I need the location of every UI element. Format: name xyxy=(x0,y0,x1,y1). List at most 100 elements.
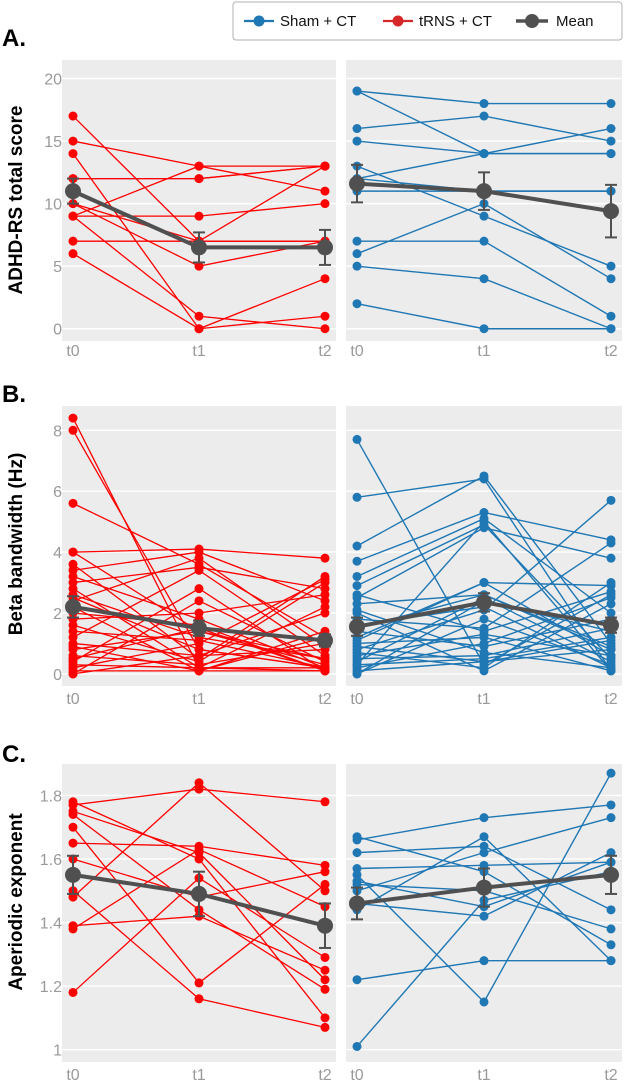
x-tick-label: t0 xyxy=(350,691,363,708)
y-tick-label: 0 xyxy=(53,322,62,339)
subject-point xyxy=(194,608,204,618)
subject-point xyxy=(352,124,362,134)
subject-point xyxy=(352,870,362,880)
x-tick-label: t1 xyxy=(477,691,490,708)
subject-point xyxy=(194,584,204,594)
mean-point xyxy=(476,594,492,611)
subject-point xyxy=(194,666,204,676)
subject-point xyxy=(194,854,204,864)
subject-point xyxy=(606,663,616,673)
subject-point xyxy=(352,975,362,985)
x-tick-label: t0 xyxy=(66,691,79,708)
subject-point xyxy=(194,161,204,171)
subject-point xyxy=(68,413,78,423)
subject-point xyxy=(606,587,616,597)
subject-point xyxy=(606,651,616,661)
subject-point xyxy=(479,614,489,624)
mean-point xyxy=(65,598,81,615)
subject-point xyxy=(68,809,78,819)
subject-point xyxy=(606,553,616,563)
subject-point xyxy=(479,638,489,648)
legend-box xyxy=(232,1,623,41)
legend-sham-marker xyxy=(253,15,265,27)
subject-point xyxy=(606,924,616,934)
subject-point xyxy=(352,571,362,581)
legend-mean-label: Mean xyxy=(556,13,594,30)
mean-point xyxy=(349,175,365,192)
subject-point xyxy=(194,324,204,334)
panel-label-b: B. xyxy=(2,381,26,408)
subject-point xyxy=(194,311,204,321)
mean-point xyxy=(317,632,333,649)
x-tick-label: t2 xyxy=(604,343,617,360)
subject-point xyxy=(320,199,330,209)
subject-point xyxy=(352,492,362,502)
plot-b-right: t0 t1 t2 xyxy=(346,406,622,708)
subject-point xyxy=(320,590,330,600)
subject-point xyxy=(68,924,78,934)
subject-point xyxy=(479,841,489,851)
subject-point xyxy=(479,813,489,823)
subject-point xyxy=(194,211,204,221)
subject-point xyxy=(320,1022,330,1032)
subject-point xyxy=(479,274,489,284)
subject-point xyxy=(479,626,489,636)
subject-point xyxy=(68,249,78,259)
subject-point xyxy=(194,553,204,563)
x-tick-label: t0 xyxy=(350,343,363,360)
subject-point xyxy=(320,879,330,889)
subject-point xyxy=(479,471,489,481)
subject-point xyxy=(479,956,489,966)
subject-point xyxy=(68,547,78,557)
mean-point xyxy=(191,885,207,902)
y-tick-label: 5 xyxy=(53,259,62,276)
legend-trns-marker xyxy=(392,15,404,27)
subject-point xyxy=(194,994,204,1004)
subject-point xyxy=(479,911,489,921)
subject-point xyxy=(352,299,362,309)
subject-point xyxy=(479,211,489,221)
subject-point xyxy=(352,876,362,886)
legend-trns-label: tRNS + CT xyxy=(419,13,492,30)
subject-point xyxy=(606,261,616,271)
mean-point xyxy=(603,866,619,883)
subject-point xyxy=(68,987,78,997)
subject-point xyxy=(606,149,616,159)
subject-point xyxy=(606,495,616,505)
legend-mean-marker xyxy=(525,14,539,28)
subject-point xyxy=(479,663,489,673)
subject-point xyxy=(194,596,204,606)
mean-point xyxy=(191,620,207,637)
subject-point xyxy=(606,768,616,778)
subject-point xyxy=(479,99,489,109)
subject-point xyxy=(479,324,489,334)
legend-sham-label: Sham + CT xyxy=(280,13,356,30)
subject-point xyxy=(606,99,616,109)
mean-point xyxy=(603,203,619,220)
subject-point xyxy=(194,565,204,575)
subject-point xyxy=(68,211,78,221)
y-tick-label: 1.2 xyxy=(40,979,62,996)
subject-point xyxy=(352,434,362,444)
ylabel-a: ADHD-RS total score xyxy=(6,106,27,295)
subject-point xyxy=(352,864,362,874)
x-tick-label: t2 xyxy=(318,691,331,708)
subject-point xyxy=(320,965,330,975)
subject-point xyxy=(320,1013,330,1023)
subject-point xyxy=(68,425,78,435)
ylabel-c: Aperiodic exponent xyxy=(6,813,27,991)
subject-point xyxy=(194,844,204,854)
y-tick-label: 1.6 xyxy=(40,852,62,869)
x-tick-label: t1 xyxy=(192,691,205,708)
subject-point xyxy=(68,111,78,121)
subject-point xyxy=(194,645,204,655)
y-tick-label: 15 xyxy=(44,134,62,151)
mean-point xyxy=(349,618,365,635)
plot-c-left: 1 1.2 1.4 1.6 1.8 t0 t1 t2 xyxy=(40,764,336,1084)
subject-point xyxy=(352,249,362,259)
subject-point xyxy=(606,274,616,284)
subject-point xyxy=(320,952,330,962)
subject-point xyxy=(606,538,616,548)
subject-point xyxy=(606,642,616,651)
